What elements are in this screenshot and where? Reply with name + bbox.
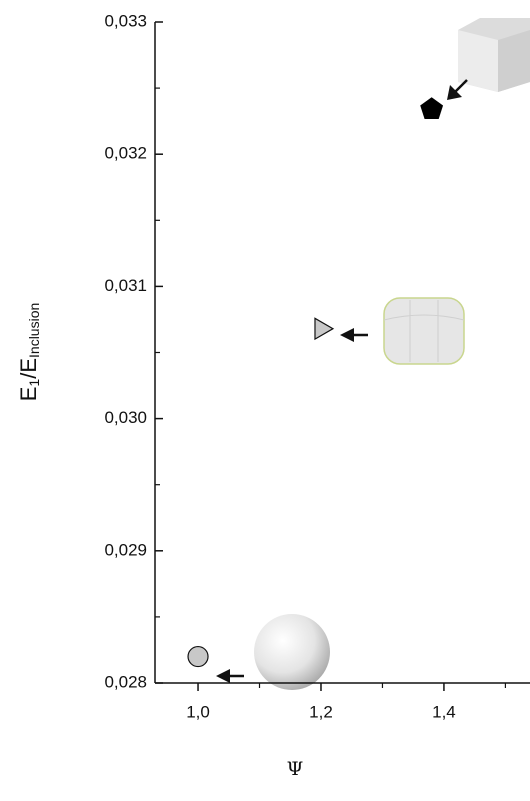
y-tick-label: 0,029 [104,540,147,559]
point [187,645,209,668]
x-tick-label: 1,4 [432,702,456,721]
cube-image [458,18,530,92]
y-label-part: /E [16,358,41,379]
y-tick-label: 0,030 [104,408,147,427]
y-tick-label: 0,031 [104,276,147,295]
x-tick-label: 1,2 [309,702,333,721]
point [420,97,444,119]
y-tick-label: 0,033 [104,11,147,30]
x-axis-label: Ψ [287,758,304,780]
decoration [216,18,530,690]
x-tick-label: 1,0 [186,702,210,721]
y-tick-label: 0,028 [104,672,147,691]
rounded-cube-image [383,297,465,365]
y-tick-label: 0,032 [104,144,147,163]
y-label-part: 1 [26,379,42,387]
y-label-part: E [16,387,41,402]
y-label-part: Inclusion [26,303,42,358]
y-axis-label: E1/EInclusion [16,303,42,402]
point [314,317,335,341]
arrow [216,79,468,683]
sphere-image [254,614,330,690]
